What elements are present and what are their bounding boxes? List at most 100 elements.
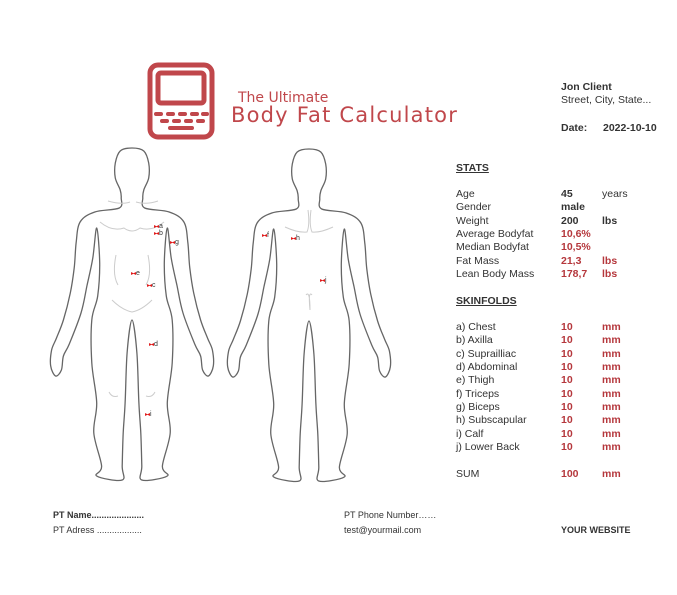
skinfold-row: g) Biceps 10 mm [456,401,656,414]
caliper-icon: ▸◂ [147,283,152,289]
skinfold-row: a) Chest 10 mm [456,321,656,334]
pt-address: PT Adress .................. [53,525,142,535]
stat-unit: years [602,188,628,200]
skinfold-row: d) Abdominal 10 mm [456,361,656,374]
skinfold-unit: mm [602,427,621,440]
skinfold-unit: mm [602,361,621,374]
sum-unit: mm [602,468,621,480]
stat-label: Median Bodyfat [456,241,529,254]
sum-label: SUM [456,468,480,480]
skinfold-unit: mm [602,347,621,360]
skinfold-unit: mm [602,441,621,454]
stat-value: 200 [561,214,579,227]
skinfold-unit: mm [602,334,621,347]
skinfold-label: d) Abdominal [456,361,518,374]
skinfold-label: b) Axilla [456,334,493,347]
skinfold-value: 10 [561,441,573,454]
caliper-icon: ▸◂ [262,233,267,239]
skinfold-label: j) Lower Back [456,441,520,454]
laptop-icon [147,62,215,140]
skinfold-label: e) Thigh [456,374,495,387]
marker-j: ▸◂j [320,277,327,284]
stat-label: Gender [456,201,492,214]
skinfold-unit: mm [602,374,621,387]
skinfold-row: f) Triceps 10 mm [456,388,656,401]
logo-title: Body Fat Calculator [231,103,459,127]
stat-value: 21,3 [561,254,582,267]
skinfold-unit: mm [602,401,621,414]
skinfold-row: h) Subscapular 10 mm [456,414,656,427]
skinfold-row: e) Thigh 10 mm [456,374,656,387]
skinfold-value: 10 [561,347,573,360]
stat-row: Average Bodyfat 10,6% [456,228,656,241]
stats-title: STATS [456,162,489,174]
stat-unit: lbs [602,214,618,227]
front-body-outline [49,147,215,482]
skinfold-label: c) Suprailliac [456,347,517,360]
stat-row: Age 45 years [456,188,656,201]
skinfold-value: 10 [561,401,573,414]
marker-f: ▸◂f [262,232,269,239]
skinfold-value: 10 [561,414,573,427]
skinfold-unit: mm [602,387,621,400]
date-label: Date: [561,122,588,134]
sum-value: 100 [561,468,579,480]
skinfold-label: f) Triceps [456,387,500,400]
skinfold-row: c) Suprailliac 10 mm [456,348,656,361]
date-value: 2022-10-10 [603,122,657,134]
skinfold-unit: mm [602,414,621,427]
marker-c: ▸◂c [147,282,156,289]
stat-value: 10,5% [561,241,591,254]
sum-row: SUM 100 mm [456,468,656,481]
caliper-icon: ▸◂ [149,342,154,348]
skinfold-value: 10 [561,427,573,440]
caliper-icon: ▸◂ [170,240,175,246]
caliper-icon: ▸◂ [154,224,159,230]
pt-phone: PT Phone Number…… [344,510,437,520]
stat-value: 178,7 [561,267,588,280]
skinfolds-title: SKINFOLDS [456,295,517,307]
skinfold-row: j) Lower Back 10 mm [456,441,656,454]
stat-label: Average Bodyfat [456,227,534,240]
stat-label: Age [456,188,475,200]
muscle-lines [99,200,334,397]
stat-row: Weight 200 lbs [456,215,656,228]
skinfold-unit: mm [602,321,621,333]
stat-row: Lean Body Mass 178,7 lbs [456,268,656,281]
marker-g: ▸◂g [170,239,179,246]
stat-row: Gender male [456,201,656,214]
stat-value: male [561,201,585,214]
body-diagram [49,147,392,483]
skinfold-value: 10 [561,387,573,400]
skinfold-label: a) Chest [456,321,496,333]
caliper-icon: ▸◂ [154,231,159,237]
marker-d: ▸◂d [149,341,158,348]
marker-e: ▸◂e [131,270,140,277]
caliper-icon: ▸◂ [291,236,296,242]
stat-unit: lbs [602,254,618,267]
back-body-outline [226,148,392,483]
stat-label: Weight [456,214,489,227]
logo-tagline: The Ultimate [238,90,329,106]
stat-label: Fat Mass [456,254,500,267]
stat-value: 10,6% [561,227,591,240]
skinfold-row: i) Calf 10 mm [456,428,656,441]
skinfold-label: h) Subscapular [456,414,527,427]
caliper-icon: ▸◂ [145,412,150,418]
stat-row: Fat Mass 21,3 lbs [456,255,656,268]
caliper-icon: ▸◂ [131,271,136,277]
skinfold-label: i) Calf [456,427,484,440]
email: test@yourmail.com [344,525,422,535]
marker-b: ▸◂b [154,230,163,237]
stat-value: 45 [561,188,573,200]
skinfold-value: 10 [561,374,573,387]
caliper-icon: ▸◂ [320,278,325,284]
pt-name: PT Name..................... [53,510,145,520]
client-address: Street, City, State... [561,94,652,106]
marker-i: ▸◂i [145,411,152,418]
marker-h: ▸◂h [291,235,300,242]
skinfold-value: 10 [561,321,573,333]
website: YOUR WEBSITE [561,525,631,535]
client-name: Jon Client [561,81,612,93]
stat-unit: lbs [602,267,618,280]
